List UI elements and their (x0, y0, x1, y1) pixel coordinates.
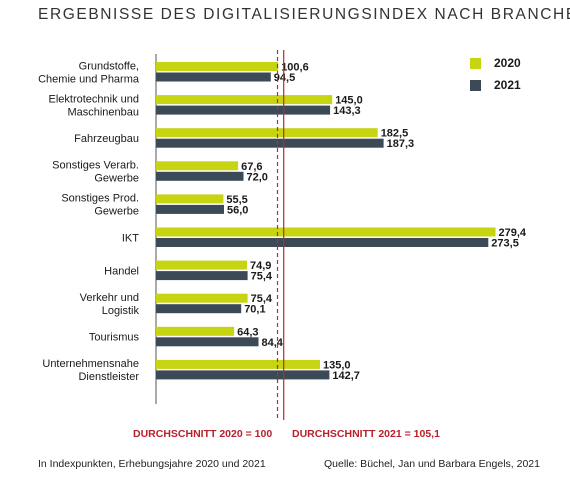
category-label: Sonstiges Prod. Gewerbe (61, 193, 139, 218)
category-label: Verkehr und Logistik (80, 292, 140, 317)
data-label-2020: 55,5 (226, 194, 247, 206)
bar-2021 (156, 72, 271, 82)
category-label-line: Chemie und Pharma (38, 73, 140, 85)
data-label-2020: 75,4 (251, 293, 273, 305)
legend-swatch-2021 (470, 80, 481, 91)
category-label: IKT (122, 232, 139, 244)
category-label-line: Gewerbe (94, 206, 139, 218)
bar-2021 (156, 271, 248, 281)
footnote-units: In Indexpunkten, Erhebungsjahre 2020 und… (38, 458, 266, 470)
category-label-line: Grundstoffe, (79, 60, 139, 72)
data-label-2020: 74,9 (250, 260, 271, 272)
data-label-2020: 100,6 (281, 62, 309, 74)
category-label-line: Dienstleister (78, 371, 139, 383)
chart-title: ERGEBNISSE DES DIGITALISIERUNGSINDEX NAC… (38, 6, 570, 23)
bar-2020 (156, 194, 224, 204)
category-label: Fahrzeugbau (74, 133, 139, 145)
bar-2020 (156, 359, 320, 369)
bar-2021 (156, 337, 259, 347)
category-label: Grundstoffe, Chemie und Pharma (38, 60, 140, 85)
average-2021-label: DURCHSCHNITT 2021 = 105,1 (292, 428, 440, 440)
bar-2021 (156, 238, 489, 247)
data-label-2021: 84,4 (262, 337, 284, 349)
data-label-2020: 67,6 (241, 161, 262, 173)
category-label-line: Fahrzeugbau (74, 133, 139, 145)
category-label: Elektrotechnik und Maschinenbau (49, 93, 140, 118)
bar-2021 (156, 370, 330, 380)
bar-2020 (156, 62, 279, 71)
bar-2020 (156, 293, 248, 303)
bar-2020 (156, 227, 496, 237)
category-label-line: Sonstiges Prod. (61, 193, 139, 205)
bar-2020 (156, 95, 333, 105)
category-label-line: Maschinenbau (67, 106, 139, 118)
data-label-2021: 94,5 (274, 72, 295, 84)
data-label-2020: 182,5 (381, 128, 409, 140)
bar-2020 (156, 260, 247, 270)
legend-label-2021: 2021 (494, 78, 521, 92)
legend-swatch-2020 (470, 58, 481, 69)
average-2020-label: DURCHSCHNITT 2020 = 100 (133, 428, 273, 440)
bar-2021 (156, 105, 331, 115)
category-label-line: Verkehr und (80, 292, 139, 304)
data-label-2021: 56,0 (227, 204, 248, 216)
category-label: Tourismus (89, 332, 140, 344)
category-label-line: Gewerbe (94, 173, 139, 185)
data-label-2021: 72,0 (247, 171, 268, 183)
data-label-2021: 142,7 (332, 370, 360, 382)
bar-2021 (156, 171, 244, 181)
bar-2020 (156, 128, 378, 138)
footnote-source: Quelle: Büchel, Jan und Barbara Engels, … (324, 458, 540, 470)
category-label: Sonstiges Verarb. Gewerbe (52, 160, 139, 185)
data-label-2020: 64,3 (237, 326, 258, 338)
data-label-2021: 273,5 (491, 238, 519, 250)
data-label-2020: 145,0 (335, 95, 363, 107)
data-label-2021: 143,3 (333, 105, 361, 117)
category-label: Handel (104, 265, 139, 277)
data-label-2020: 279,4 (499, 227, 527, 239)
category-label-line: Logistik (102, 305, 140, 317)
category-label-line: IKT (122, 232, 139, 244)
category-label-line: Tourismus (89, 332, 140, 344)
bar-2020 (156, 161, 239, 171)
category-label-line: Unternehmensnahe (42, 358, 139, 370)
category-label-line: Elektrotechnik und (49, 93, 140, 105)
bar-2021 (156, 138, 384, 148)
data-label-2021: 75,4 (251, 271, 273, 283)
bar-2021 (156, 304, 242, 314)
category-label: Unternehmensnahe Dienstleister (42, 358, 139, 383)
bar-2021 (156, 204, 224, 214)
category-label-line: Handel (104, 265, 139, 277)
legend-label-2020: 2020 (494, 56, 521, 70)
category-label-line: Sonstiges Verarb. (52, 160, 139, 172)
bar-2020 (156, 326, 235, 336)
data-label-2021: 70,1 (244, 304, 265, 316)
data-label-2021: 187,3 (387, 138, 415, 150)
data-label-2020: 135,0 (323, 359, 351, 371)
